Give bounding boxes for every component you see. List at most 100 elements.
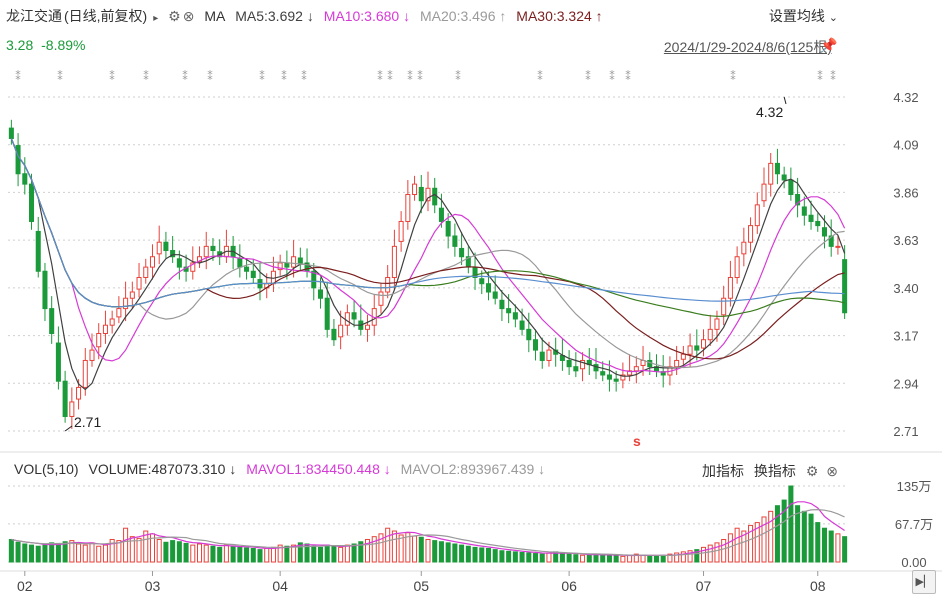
candle-body (62, 380, 68, 417)
price-tick-label: 2.94 (893, 376, 918, 391)
candle-body (788, 179, 794, 196)
candle-body (116, 308, 122, 318)
date-range[interactable]: 2024/1/29-2024/8/6(125根) (663, 39, 832, 55)
close-icon[interactable]: ⊗ (826, 463, 838, 479)
volume-bar (76, 543, 82, 563)
candle-body (96, 332, 102, 348)
volume-bar (378, 533, 384, 563)
candle-body (600, 371, 606, 376)
gear-icon[interactable]: ⚙ (168, 8, 181, 24)
ma-lines (10, 138, 846, 391)
close-icon[interactable]: ⊗ (182, 8, 195, 24)
volume-bar (190, 544, 196, 563)
quote-header: 龙江交通 (日线,前复权) ▸ ⚙ ⊗ MA MA5:3.692 ↓ MA10:3.6… (6, 6, 609, 26)
candle-body (580, 359, 586, 370)
candle-body (55, 342, 61, 382)
month-label: 06 (561, 578, 577, 594)
event-marker: ⁑ (537, 70, 543, 83)
volume-bar (821, 527, 827, 563)
event-marker: ⁑ (417, 70, 423, 83)
volume-bar (506, 550, 512, 563)
ma5-arrow: ↓ (306, 8, 314, 24)
volume-bar (123, 527, 129, 563)
volume-bar (788, 485, 794, 563)
candle-body (22, 173, 28, 185)
mavol1-arrow: ↓ (383, 461, 391, 477)
volume-bar (425, 538, 431, 563)
candle-body (801, 206, 807, 216)
candle-body (566, 359, 572, 368)
add-indicator-button[interactable]: 加指标 (702, 463, 745, 479)
volume-bar (835, 533, 841, 563)
price-tick-label: 3.17 (893, 329, 918, 344)
step-forward-button[interactable]: ▶▏ (912, 570, 936, 594)
volume-bar (533, 553, 539, 563)
candle-body (82, 359, 88, 388)
stock-name[interactable]: 龙江交通 (6, 8, 62, 24)
volume-bar (606, 554, 612, 563)
period-adjust[interactable]: (日线,前复权) (64, 8, 148, 24)
volume-bar (69, 540, 75, 563)
high-price-label: 4.32 (756, 104, 783, 120)
price-tick-label: 2.71 (893, 424, 918, 439)
ma10-value: MA10:3.680 (323, 8, 400, 24)
candle-body (512, 312, 518, 320)
volume-bar (485, 547, 491, 563)
price-tick-label: 4.09 (893, 138, 918, 153)
mavol1-line (11, 501, 845, 557)
candle-body (385, 276, 391, 293)
candle-body (49, 308, 55, 334)
candle-body (102, 324, 108, 334)
volume-bar (660, 554, 666, 563)
indicator-name: MA (204, 8, 226, 24)
volume-bar (351, 543, 357, 563)
volume-bar (586, 554, 592, 563)
candle-body (573, 366, 579, 372)
volume-bar (761, 516, 767, 563)
volume-bar (311, 545, 317, 563)
candle-body (203, 245, 209, 258)
last-price: 3.28 (6, 37, 34, 53)
volume-bar (674, 552, 680, 563)
candle-body (89, 349, 95, 361)
gear-icon[interactable]: ⚙ (805, 463, 819, 479)
expand-arrow-icon[interactable]: ▸ (153, 13, 159, 24)
candle-body (687, 345, 693, 355)
ma60-line (10, 138, 845, 317)
candle-body (311, 270, 317, 289)
candle-body (425, 187, 431, 202)
volume-bar (459, 544, 465, 563)
volume-bar (317, 546, 323, 563)
volume-bar (49, 542, 55, 563)
event-s-marker: s (633, 433, 641, 449)
volume-bar (338, 546, 344, 563)
candle-body (331, 328, 337, 341)
candle-body (8, 127, 14, 139)
ma-settings-button[interactable]: 设置均线 ⌄ (769, 6, 838, 26)
volume-bar (391, 530, 397, 563)
volume-bar (432, 540, 438, 563)
candle-body (149, 256, 155, 268)
volume-bars[interactable] (8, 485, 848, 563)
volume-bar (721, 538, 727, 563)
annotations: 4.32 2.71 s (64, 96, 787, 449)
candle-body (526, 328, 532, 341)
candle-body (674, 359, 680, 368)
event-marker: ⁑ (817, 70, 823, 83)
candle-body (210, 245, 216, 252)
month-label: 03 (145, 578, 161, 594)
ma10-arrow: ↓ (403, 8, 411, 24)
candle-body (391, 245, 397, 278)
candle-body (156, 241, 162, 255)
candle-body (284, 262, 290, 268)
switch-indicator-button[interactable]: 换指标 (753, 463, 796, 479)
candle-body (774, 162, 780, 175)
volume-bar (8, 538, 14, 563)
volume-bar (815, 522, 821, 563)
volume-bar (412, 535, 418, 563)
pin-icon[interactable]: 📌 (820, 37, 838, 53)
volume-tick-label: 0.00 (901, 555, 926, 570)
volume-bar (438, 541, 444, 563)
event-marker: ⁑ (57, 70, 63, 83)
